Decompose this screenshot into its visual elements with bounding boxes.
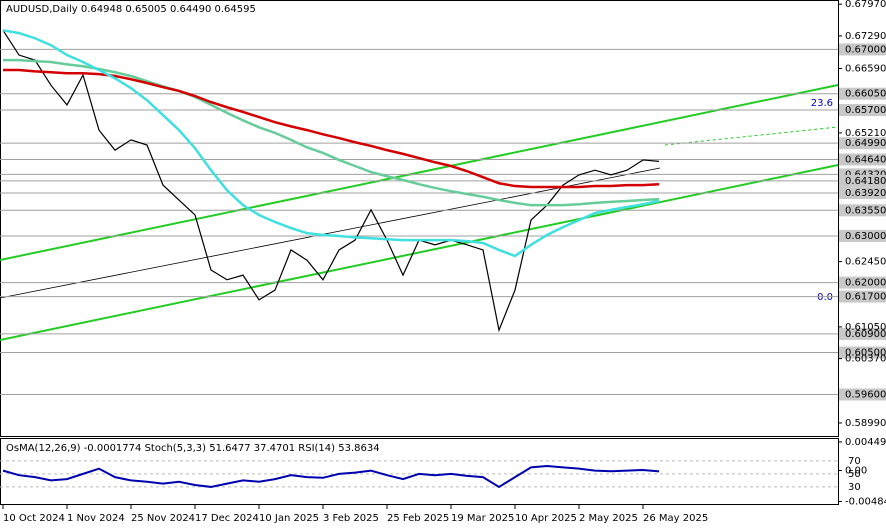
level-label: 0.67000 (845, 44, 886, 55)
level-label-box (839, 174, 886, 187)
y-tick-label: 70 (848, 456, 861, 467)
indicator-header: OsMA(12,26,9) -0.0001774 Stoch(5,3,3) 51… (6, 443, 380, 454)
level-label-box (839, 153, 886, 166)
level-label: 0.63550 (845, 205, 886, 216)
level-label-box (839, 229, 886, 242)
y-tick-label: 0.60370 (845, 354, 886, 365)
level-label-box (839, 187, 886, 200)
series-line (2, 29, 660, 333)
header: AUDUSD,Daily 0.64948 0.65005 0.64490 0.6… (6, 4, 256, 15)
level-label: 0.64320 (845, 169, 886, 180)
x-tick-label: 25 Feb 2025 (387, 513, 449, 524)
level-label: 0.65700 (845, 105, 886, 116)
level-label-box (839, 290, 886, 303)
fib-label: 0.0 (817, 292, 833, 303)
y-tick-label: 0.58990 (845, 418, 886, 429)
y-tick-label: 0.67970 (845, 0, 886, 10)
y2-tick-label: 0.00 (845, 466, 867, 477)
level-label-box (839, 87, 886, 100)
level-label-box (839, 104, 886, 117)
x-tick-label: 19 Mar 2025 (451, 513, 514, 524)
trend-line (0, 167, 661, 299)
y-tick-label: 0.67290 (845, 31, 886, 42)
channel-upper (0, 84, 839, 261)
level-label: 0.62000 (845, 278, 886, 289)
x-tick-label: 25 Nov 2024 (131, 513, 195, 524)
level-label-box (839, 276, 886, 289)
indicator-pane (0, 438, 839, 505)
x-tick-label: 1 Nov 2024 (67, 513, 125, 524)
level-label: 0.61700 (845, 292, 886, 303)
x-tick-label: 10 Oct 2024 (3, 513, 65, 524)
channel-extension (664, 126, 839, 146)
y-tick-label: 50 (848, 469, 861, 480)
x-tick-label: 10 Apr 2025 (515, 513, 577, 524)
y-tick-label: 0.61050 (845, 322, 886, 333)
level-label: 0.64640 (845, 154, 886, 165)
main-pane (0, 0, 839, 437)
x-tick-label: 26 May 2025 (643, 513, 708, 524)
level-label-box (839, 346, 886, 359)
x-tick-label: 17 Dec 2024 (195, 513, 259, 524)
y-tick-label: 30 (848, 482, 861, 493)
channel-lower (0, 164, 839, 341)
level-label: 0.64990 (845, 138, 886, 149)
y2-tick-label: -0.004843 (845, 496, 886, 507)
y-tick-label: 0.65210 (845, 128, 886, 139)
level-label: 0.63000 (845, 231, 886, 242)
level-label: 0.64180 (845, 176, 886, 187)
x-tick-label: 3 Feb 2025 (323, 513, 379, 524)
level-label: 0.60900 (845, 329, 886, 340)
x-tick-label: 10 Jan 2025 (259, 513, 319, 524)
y-tick-label: 0.62450 (845, 257, 886, 268)
level-label-box (839, 204, 886, 217)
fib-label: 23.6 (811, 98, 833, 109)
level-label: 0.59600 (845, 389, 886, 400)
y-tick-label: 0.66590 (845, 64, 886, 75)
level-label-box (839, 137, 886, 150)
level-label-box (839, 327, 886, 340)
level-label: 0.63920 (845, 188, 886, 199)
series-line (2, 29, 660, 258)
x-tick-label: 2 May 2025 (579, 513, 638, 524)
level-label: 0.66050 (845, 89, 886, 100)
level-label-box (839, 43, 886, 56)
series-line (3, 58, 660, 207)
series-line (2, 465, 660, 489)
level-label: 0.60500 (845, 348, 886, 359)
level-label-box (839, 388, 886, 401)
y2-tick-label: 0.004496 (845, 437, 886, 448)
